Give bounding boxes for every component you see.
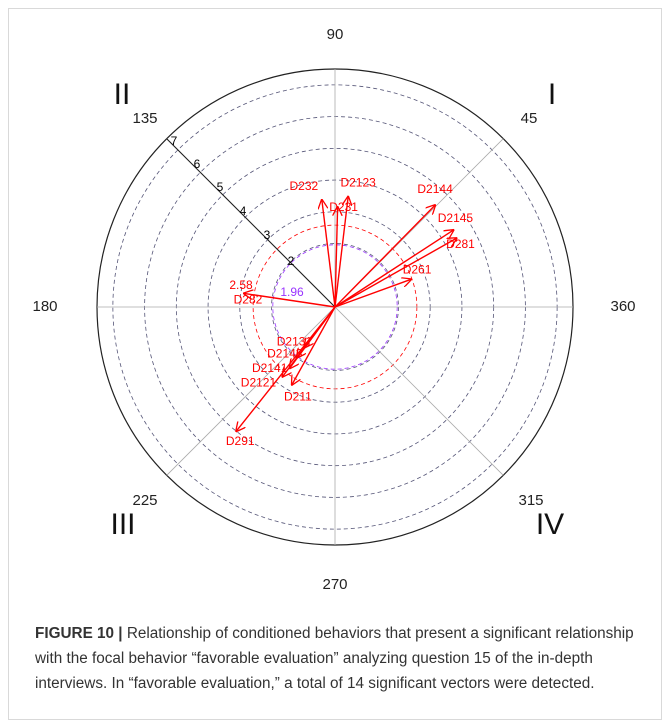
vector-D2144 <box>335 205 435 307</box>
quadrant-label-III: III <box>110 508 135 541</box>
radial-tick-5: 5 <box>217 180 224 194</box>
angle-tick-180: 180 <box>32 298 57 315</box>
vector-D281 <box>335 238 457 307</box>
angle-tick-315: 315 <box>518 492 543 509</box>
vector-D261 <box>335 279 411 307</box>
vector-label-D211: D211 <box>284 390 312 404</box>
angle-tick-45: 45 <box>521 110 538 127</box>
angle-tick-90: 90 <box>327 26 344 43</box>
quadrant-label-II: II <box>114 78 131 111</box>
vector-label-D282: D282 <box>234 292 263 306</box>
radial-tick-3: 3 <box>264 228 271 242</box>
vector-D2145 <box>335 230 453 307</box>
threshold-label-2-58: 2.58 <box>229 278 253 292</box>
threshold-label-1-96: 1.96 <box>280 285 304 299</box>
radial-tick-2: 2 <box>288 254 295 268</box>
vector-label-D232: D232 <box>290 179 319 193</box>
vector-label-D291: D291 <box>226 434 255 448</box>
vector-label-D261: D261 <box>403 262 432 276</box>
angle-tick-135: 135 <box>132 110 157 127</box>
angle-tick-270: 270 <box>322 576 347 593</box>
figure-label: FIGURE 10 | <box>35 625 123 642</box>
vector-label-D281: D281 <box>446 237 475 251</box>
angle-tick-225: 225 <box>132 492 157 509</box>
vector-label-D2123: D2123 <box>340 176 376 190</box>
radial-tick-6: 6 <box>194 157 201 171</box>
figure-caption: FIGURE 10 | Relationship of conditioned … <box>35 621 649 696</box>
polar-vector-plot: 90 45 360 315 270 225 180 135 I II III I… <box>9 9 661 609</box>
radial-tick-4: 4 <box>240 204 247 218</box>
quadrant-label-IV: IV <box>536 508 564 541</box>
angle-tick-360: 360 <box>610 298 635 315</box>
vector-label-D2144: D2144 <box>417 182 453 196</box>
vector-D232 <box>322 200 335 307</box>
caption-text: Relationship of conditioned behaviors th… <box>35 625 634 692</box>
vector-label-D231: D231 <box>329 200 358 214</box>
significant-vectors: D2144D2145D281D261D2123D232D231D282D2131… <box>226 176 475 448</box>
radial-tick-7: 7 <box>171 134 178 148</box>
vector-label-D2145: D2145 <box>438 211 474 225</box>
figure-frame: 90 45 360 315 270 225 180 135 I II III I… <box>8 8 662 720</box>
quadrant-label-I: I <box>548 78 556 111</box>
